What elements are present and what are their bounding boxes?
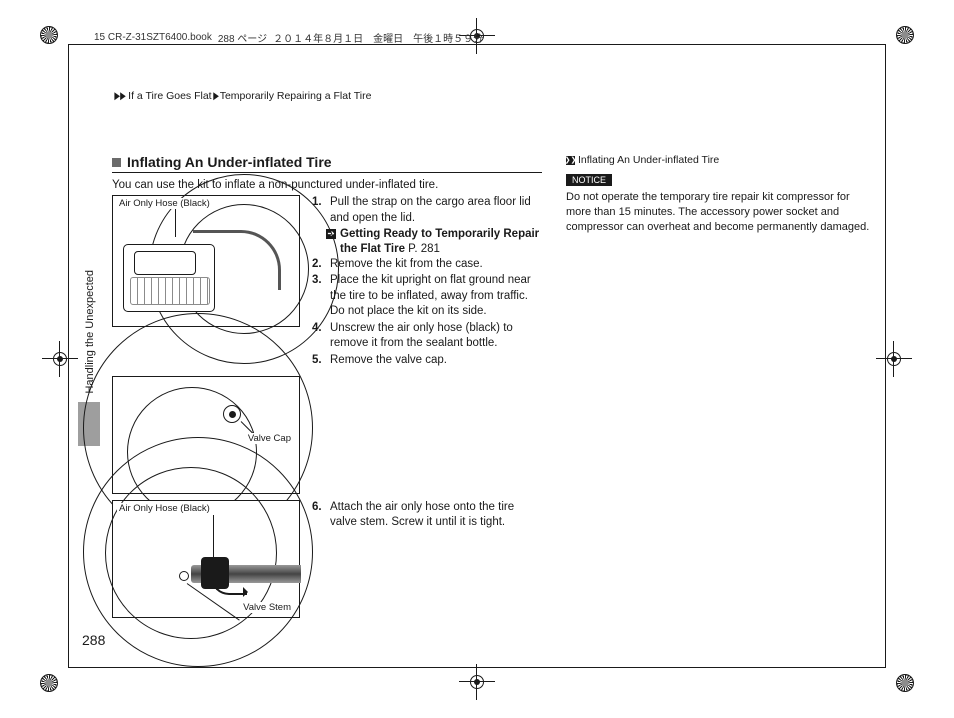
- double-chevron-icon: ❯❯: [566, 156, 575, 165]
- side-heading-text: Inflating An Under-inflated Tire: [578, 154, 719, 166]
- step-6: 6.Attach the air only hose onto the tire…: [312, 500, 542, 531]
- step-2-text: Remove the kit from the case.: [330, 257, 483, 273]
- figure-compressor: Air Only Hose (Black): [112, 195, 300, 327]
- crop-mark-br: [888, 666, 922, 700]
- square-bullet-icon: [112, 158, 121, 167]
- crop-mark-bl: [32, 666, 66, 700]
- reg-mark-bottom: [463, 668, 491, 696]
- section-title-text: Inflating An Under-inflated Tire: [127, 154, 332, 170]
- breadcrumb-arrow-icon: ▶: [213, 90, 219, 102]
- step-1-ref: ➔ Getting Ready to Temporarily Repair th…: [326, 227, 542, 257]
- breadcrumb-a: If a Tire Goes Flat: [128, 90, 211, 102]
- crop-mark-tl: [32, 18, 66, 52]
- step-1: 1.Pull the strap on the cargo area floor…: [312, 195, 542, 226]
- breadcrumb-arrow-icon: ▶▶: [114, 90, 125, 102]
- step-6-text: Attach the air only hose onto the tire v…: [330, 500, 542, 531]
- breadcrumb: ▶▶If a Tire Goes Flat▶Temporarily Repair…: [112, 90, 876, 102]
- intro-text: You can use the kit to inflate a non-pun…: [112, 179, 542, 191]
- step-5: 5.Remove the valve cap.: [312, 353, 542, 369]
- valve-cap-icon: [223, 405, 241, 423]
- step-3: 3.Place the kit upright on flat ground n…: [312, 273, 542, 320]
- fig3-label-bottom: Valve Stem: [241, 602, 293, 613]
- fig1-label: Air Only Hose (Black): [117, 198, 212, 209]
- section-title: Inflating An Under-inflated Tire: [112, 154, 542, 173]
- step-1-text: Pull the strap on the cargo area floor l…: [330, 195, 542, 226]
- fig2-label: Valve Cap: [246, 433, 293, 444]
- step-3-text: Place the kit upright on flat ground nea…: [330, 273, 542, 320]
- step-2: 2.Remove the kit from the case.: [312, 257, 542, 273]
- header-file: 15 CR-Z-31SZT6400.book: [94, 32, 212, 43]
- step-4-text: Unscrew the air only hose (black) to rem…: [330, 321, 542, 352]
- breadcrumb-b: Temporarily Repairing a Flat Tire: [220, 90, 372, 102]
- print-header: 15 CR-Z-31SZT6400.book 288 ページ ２０１４年８月１日…: [94, 30, 860, 45]
- crop-mark-tr: [888, 18, 922, 52]
- side-heading: ❯❯ Inflating An Under-inflated Tire: [566, 154, 876, 166]
- step-4: 4.Unscrew the air only hose (black) to r…: [312, 321, 542, 352]
- header-date-jp: ２０１４年８月１日 金曜日 午後１時５９分: [273, 30, 483, 45]
- fig3-label-top: Air Only Hose (Black): [117, 503, 212, 514]
- header-page-jp: 288 ページ: [218, 30, 267, 45]
- figure-valve-stem: Air Only Hose (Black) Valve Stem: [112, 500, 300, 618]
- notice-text: Do not operate the temporary tire repair…: [566, 190, 876, 235]
- page-number: 288: [82, 632, 105, 648]
- notice-badge: NOTICE: [566, 174, 612, 186]
- step-1-ref-page: P. 281: [408, 243, 440, 255]
- valve-stem-icon: [179, 571, 189, 581]
- step-5-text: Remove the valve cap.: [330, 353, 447, 369]
